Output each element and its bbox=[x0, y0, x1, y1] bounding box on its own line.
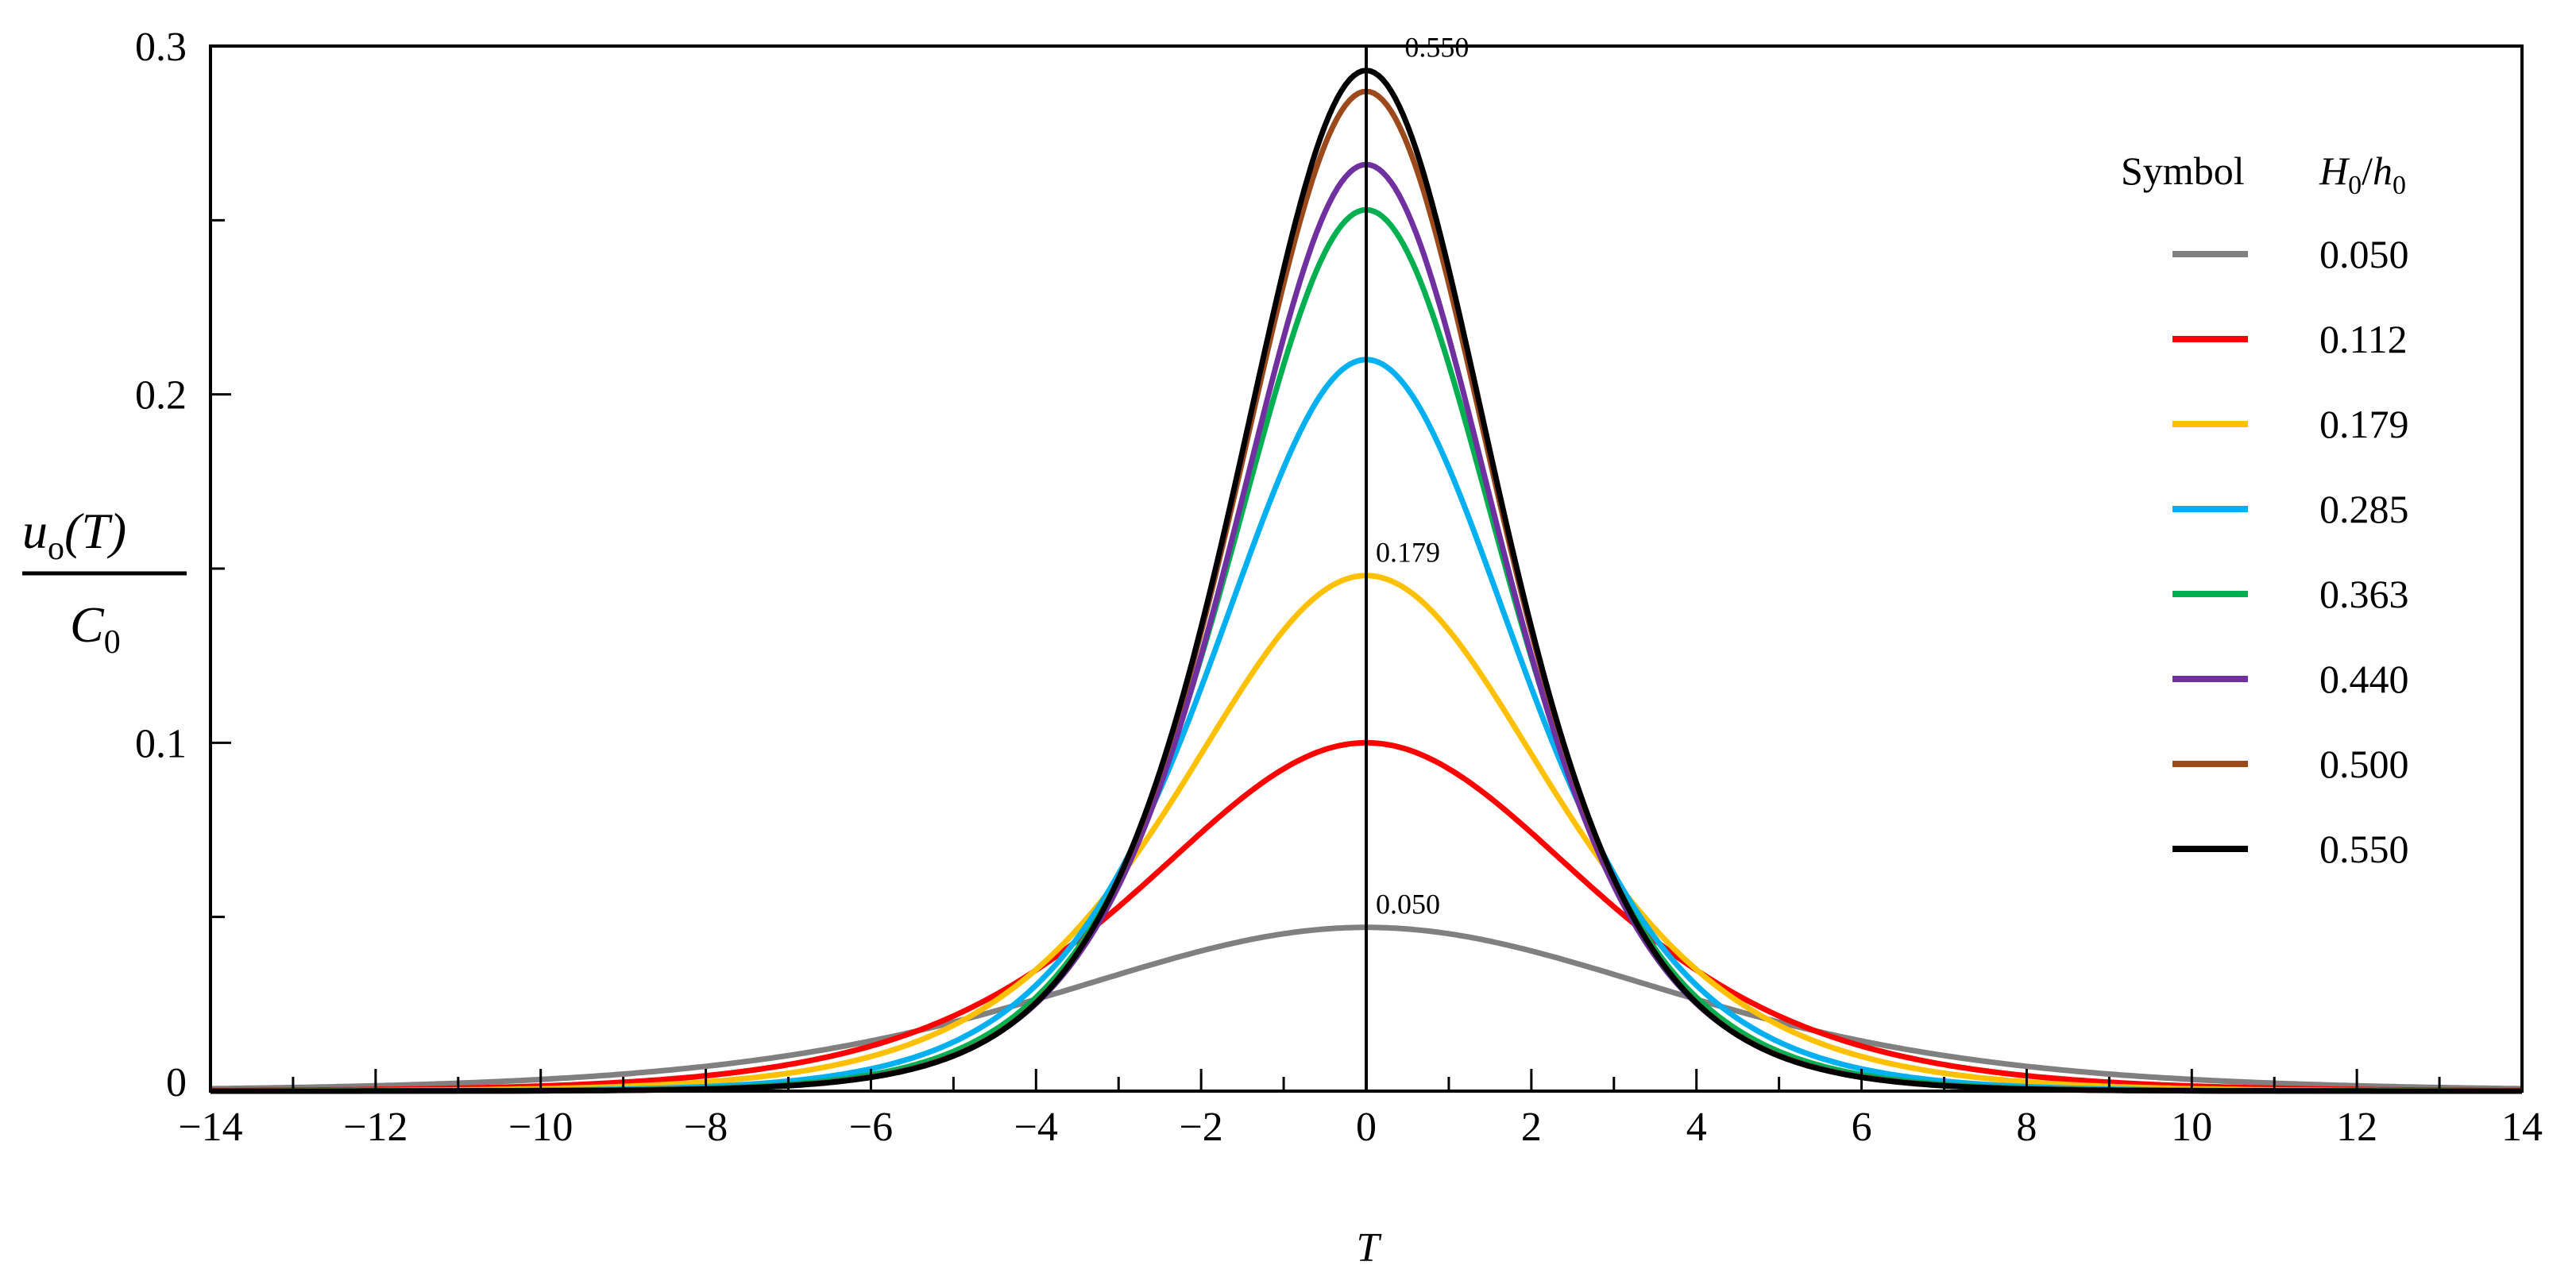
legend-label-0.550: 0.550 bbox=[2319, 827, 2409, 871]
legend-entries: 0.050 0.112 0.179 0.285 0.363 0.440 0.500 0.550 bbox=[2172, 232, 2409, 871]
annotation-1: 0.179 bbox=[1376, 537, 1440, 569]
legend-header-H-sub: 0 bbox=[2348, 171, 2362, 200]
y-title-u-sub: o bbox=[48, 530, 64, 567]
legend-label-0.500: 0.500 bbox=[2319, 742, 2409, 786]
x-axis: −14 −12 −10 −8 −6 −4 −2 0 2 4 6 8 10 12 14 bbox=[178, 1069, 2543, 1150]
y-axis: 0 0.1 0.2 0.3 bbox=[135, 25, 231, 1105]
y-tick-label-2: 0.2 bbox=[135, 373, 187, 418]
legend-header-param: H0/h0 bbox=[2319, 148, 2406, 200]
legend-label-0.285: 0.285 bbox=[2319, 487, 2409, 531]
x-tick-label-4: 4 bbox=[1686, 1105, 1707, 1150]
legend-label-0.112: 0.112 bbox=[2319, 317, 2408, 361]
y-tick-label-1: 0.1 bbox=[135, 721, 187, 766]
y-title-denominator: C0 bbox=[70, 596, 121, 661]
x-tick-label-8: 8 bbox=[2016, 1105, 2037, 1150]
annotation-2: 0.050 bbox=[1376, 889, 1440, 920]
x-tick-label--10: −10 bbox=[508, 1105, 573, 1150]
x-tick-label-2: 2 bbox=[1521, 1105, 1542, 1150]
y-title-numerator: uo(T) bbox=[22, 503, 126, 567]
legend-header-slash: / bbox=[2362, 148, 2373, 193]
annotations: 0.550 0.179 0.050 bbox=[1376, 32, 1469, 920]
y-title-c-sub: 0 bbox=[104, 624, 121, 661]
legend-header-symbol: Symbol bbox=[2121, 148, 2245, 193]
x-tick-label--6: −6 bbox=[849, 1105, 893, 1150]
x-axis-title: T bbox=[1357, 1225, 1382, 1269]
x-tick-label--4: −4 bbox=[1014, 1105, 1058, 1150]
legend-label-0.363: 0.363 bbox=[2319, 572, 2409, 616]
y-tick-label-0: 0 bbox=[166, 1060, 187, 1105]
legend-label-0.440: 0.440 bbox=[2319, 657, 2409, 701]
legend-label-0.179: 0.179 bbox=[2319, 402, 2409, 446]
x-tick-label-10: 10 bbox=[2171, 1105, 2212, 1150]
x-tick-label--2: −2 bbox=[1179, 1105, 1222, 1150]
x-tick-label--14: −14 bbox=[178, 1105, 242, 1150]
y-axis-title: uo(T) C0 bbox=[22, 503, 187, 661]
annotation-0: 0.550 bbox=[1404, 32, 1469, 64]
x-tick-label--12: −12 bbox=[343, 1105, 407, 1150]
legend: Symbol H0/h0 0.0500.1120.1790.2850.3630.… bbox=[2121, 148, 2409, 871]
legend-label-0.050: 0.050 bbox=[2319, 232, 2409, 276]
x-tick-label--8: −8 bbox=[684, 1105, 728, 1150]
y-tick-label-3: 0.3 bbox=[135, 25, 187, 70]
x-tick-label-14: 14 bbox=[2501, 1105, 2543, 1150]
y-title-u-tail: (T) bbox=[64, 503, 126, 559]
x-tick-label-6: 6 bbox=[1852, 1105, 1872, 1150]
y-title-u: u bbox=[22, 503, 48, 559]
legend-header-H: H bbox=[2319, 148, 2350, 193]
legend-header-h-sub: 0 bbox=[2393, 171, 2406, 200]
legend-header-h: h bbox=[2373, 148, 2393, 193]
x-tick-label-12: 12 bbox=[2336, 1105, 2377, 1150]
x-tick-label-0: 0 bbox=[1356, 1105, 1377, 1150]
y-title-c: C bbox=[70, 596, 105, 653]
